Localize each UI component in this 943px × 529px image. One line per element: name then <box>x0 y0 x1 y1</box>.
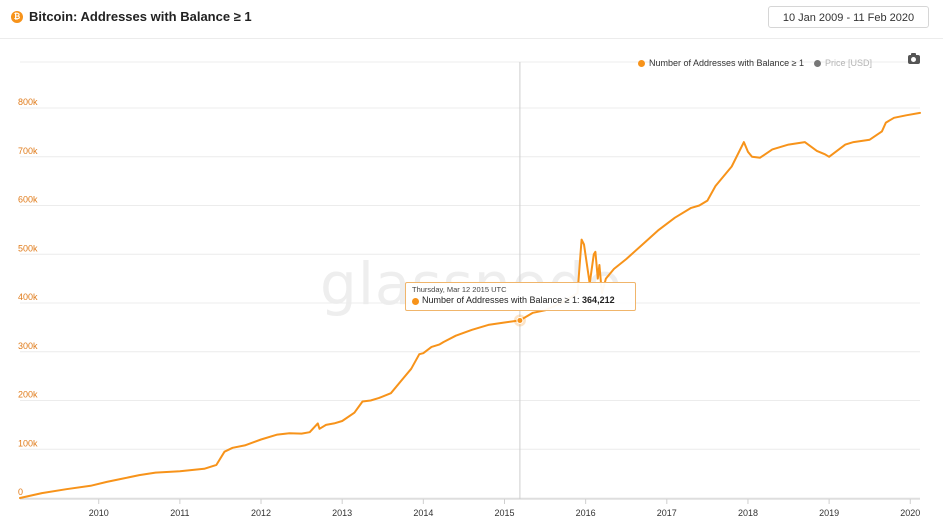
legend-series-addresses[interactable]: Number of Addresses with Balance ≥ 1 <box>638 58 804 68</box>
y-tick-label: 100k <box>18 438 38 448</box>
tooltip-value-line: Number of Addresses with Balance ≥ 1: 36… <box>422 295 615 305</box>
x-tick-label: 2011 <box>170 508 189 518</box>
x-tick-label: 2017 <box>657 508 677 518</box>
legend-price-label: Price [USD] <box>825 58 873 68</box>
legend-series-price[interactable]: Price [USD] <box>814 58 872 68</box>
chart-frame <box>0 38 943 529</box>
x-tick-label: 2019 <box>819 508 839 518</box>
x-tick-label: 2018 <box>738 508 758 518</box>
x-tick-label: 2016 <box>576 508 596 518</box>
tooltip-date: Thursday, Mar 12 2015 UTC <box>412 285 507 294</box>
series-line-addresses <box>19 111 921 499</box>
tooltip-value: 364,212 <box>582 295 615 305</box>
camera-icon[interactable] <box>908 53 920 64</box>
y-tick-label: 800k <box>18 97 38 107</box>
y-tick-label: 300k <box>18 341 38 351</box>
chart-tooltip: Thursday, Mar 12 2015 UTC Number of Addr… <box>405 282 636 311</box>
tooltip-series-dot-icon <box>412 298 419 305</box>
y-tick-label: 500k <box>18 243 38 253</box>
y-tick-label: 200k <box>18 390 38 400</box>
y-tick-label: 400k <box>18 292 38 302</box>
x-tick-label: 2013 <box>332 508 352 518</box>
legend-dot-icon <box>814 59 822 67</box>
y-tick-label: 600k <box>18 195 38 205</box>
x-tick-label: 2010 <box>89 508 109 518</box>
chart-header: ₿ Bitcoin: Addresses with Balance ≥ 1 10… <box>0 0 943 36</box>
legend-dot-icon <box>638 59 645 67</box>
bitcoin-icon: ₿ <box>11 11 23 23</box>
highlight-point <box>516 316 524 324</box>
y-tick-label: 0 <box>18 487 23 497</box>
date-range-picker[interactable]: 10 Jan 2009 - 11 Feb 2020 <box>768 6 929 28</box>
x-tick-label: 2015 <box>494 508 514 518</box>
legend-series-label: Number of Addresses with Balance ≥ 1 <box>649 58 805 68</box>
x-tick-label: 2012 <box>251 508 271 518</box>
page-title: Bitcoin: Addresses with Balance ≥ 1 <box>29 9 252 24</box>
x-tick-label: 2014 <box>413 508 433 518</box>
tooltip-series-label: Number of Addresses with Balance ≥ 1 <box>422 295 578 305</box>
chart-legend: Number of Addresses with Balance ≥ 1 Pri… <box>638 56 882 70</box>
y-tick-label: 700k <box>18 146 38 156</box>
x-tick-label: 2020 <box>900 508 920 518</box>
